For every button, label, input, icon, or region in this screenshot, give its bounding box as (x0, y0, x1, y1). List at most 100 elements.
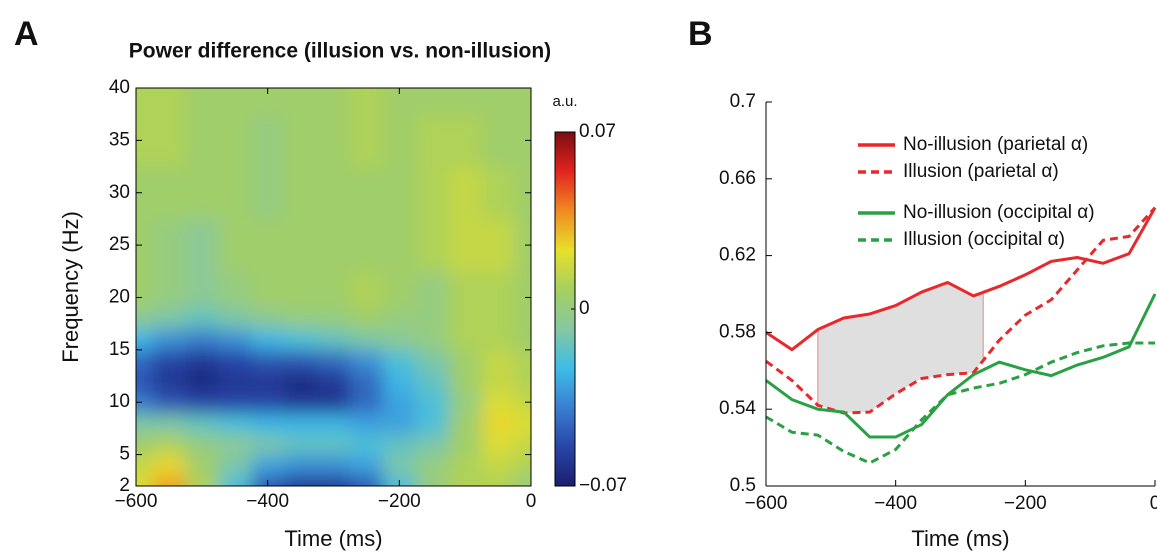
heatmap-cell (448, 218, 483, 272)
heatmap-cell (317, 328, 351, 351)
heatmap-cell (136, 370, 153, 393)
heatmap-cell (218, 218, 252, 272)
heatmap-cell (448, 349, 483, 372)
heatmap-cell (415, 218, 450, 272)
heatmap-cell (415, 433, 450, 456)
heatmap-cell (218, 328, 252, 351)
heatmap-cell (251, 349, 285, 372)
heatmap-cell (185, 475, 219, 486)
x-tick-label: 0 (526, 491, 537, 512)
heatmap-cell (448, 88, 483, 115)
heatmap-cell (251, 328, 285, 351)
heatmap-cell (185, 218, 219, 272)
heatmap-cell (185, 433, 219, 456)
heatmap-cell (185, 454, 219, 477)
heatmap-cell (136, 307, 153, 330)
heatmap-cell (317, 454, 351, 477)
y-tick-label: 0.5 (730, 475, 756, 496)
heatmap-cell (284, 475, 318, 486)
heatmap-cell (251, 391, 285, 414)
y-axis-label: Frequency (Hz) (58, 211, 83, 363)
heatmap-cell (382, 391, 417, 414)
heatmap-cell (218, 271, 252, 309)
heatmap-cell (514, 166, 531, 220)
heatmap-cell (514, 433, 531, 456)
heatmap-cell (349, 349, 384, 372)
heatmap-cell (152, 391, 186, 414)
heatmap-cell (481, 475, 516, 486)
heatmap-cell (415, 412, 450, 435)
x-tick-label: −200 (1004, 493, 1047, 514)
heatmap-cell (382, 328, 417, 351)
heatmap-cell (382, 307, 417, 330)
y-tick-label: 0.66 (719, 168, 756, 189)
heatmap-cell (284, 166, 318, 220)
heatmap-cell (349, 391, 384, 414)
colorbar-tick-label: 0.07 (579, 121, 616, 142)
y-tick-label: 30 (109, 182, 130, 203)
heatmap-cell (481, 370, 516, 393)
heatmap-cell (185, 307, 219, 330)
heatmap-cell (136, 391, 153, 414)
heatmap-cell (481, 114, 516, 168)
heatmap-cell (481, 88, 516, 115)
heatmap-area (136, 88, 531, 486)
legend-label: Illusion (occipital α) (903, 229, 1065, 250)
heatmap-cell (317, 433, 351, 456)
heatmap-cell (349, 454, 384, 477)
heatmap-cell (218, 307, 252, 330)
heatmap-cell (514, 475, 531, 486)
heatmap-cell (152, 88, 186, 115)
heatmap-cell (514, 454, 531, 477)
heatmap-cell (152, 114, 186, 168)
heatmap-cell (448, 114, 483, 168)
heatmap-cell (415, 349, 450, 372)
heatmap-cell (152, 433, 186, 456)
heatmap-cell (448, 391, 483, 414)
heatmap-cell (136, 271, 153, 309)
heatmap-cell (185, 88, 219, 115)
heatmap-cell (448, 328, 483, 351)
heatmap-cell (136, 114, 153, 168)
heatmap-cell (185, 391, 219, 414)
legend-label: No-illusion (parietal α) (903, 134, 1088, 155)
heatmap-cell (136, 433, 153, 456)
heatmap-cell (514, 88, 531, 115)
heatmap-cell (218, 166, 252, 220)
heatmap-cell (317, 391, 351, 414)
heatmap-cell (136, 328, 153, 351)
heatmap-cell (317, 166, 351, 220)
heatmap-cell (415, 370, 450, 393)
legend-label: No-illusion (occipital α) (903, 202, 1095, 223)
heatmap-cell (382, 349, 417, 372)
heatmap-cell (448, 475, 483, 486)
x-tick-label: −600 (115, 491, 158, 512)
heatmap-cell (152, 166, 186, 220)
heatmap-cell (349, 433, 384, 456)
heatmap-cell (481, 166, 516, 220)
heatmap-cell (349, 307, 384, 330)
heatmap-cell (317, 114, 351, 168)
heatmap-cell (284, 88, 318, 115)
heatmap-cell (136, 88, 153, 115)
heatmap-cell (317, 218, 351, 272)
heatmap-cell (514, 370, 531, 393)
series-line (765, 341, 1155, 465)
heatmap-cell (415, 328, 450, 351)
heatmap-cell (415, 271, 450, 309)
heatmap-cell (481, 218, 516, 272)
heatmap-cell (218, 114, 252, 168)
series-line (765, 206, 1157, 352)
heatmap-cell (382, 454, 417, 477)
heatmap-cell (152, 218, 186, 272)
heatmap-cell (349, 114, 384, 168)
panel-label: B (688, 15, 713, 53)
x-tick-label: −200 (378, 491, 421, 512)
panel-label: A (14, 15, 39, 53)
heatmap-cell (317, 349, 351, 372)
heatmap-cell (481, 349, 516, 372)
heatmap-cell (218, 433, 252, 456)
heatmap-cell (317, 412, 351, 435)
heatmap-cell (218, 412, 252, 435)
